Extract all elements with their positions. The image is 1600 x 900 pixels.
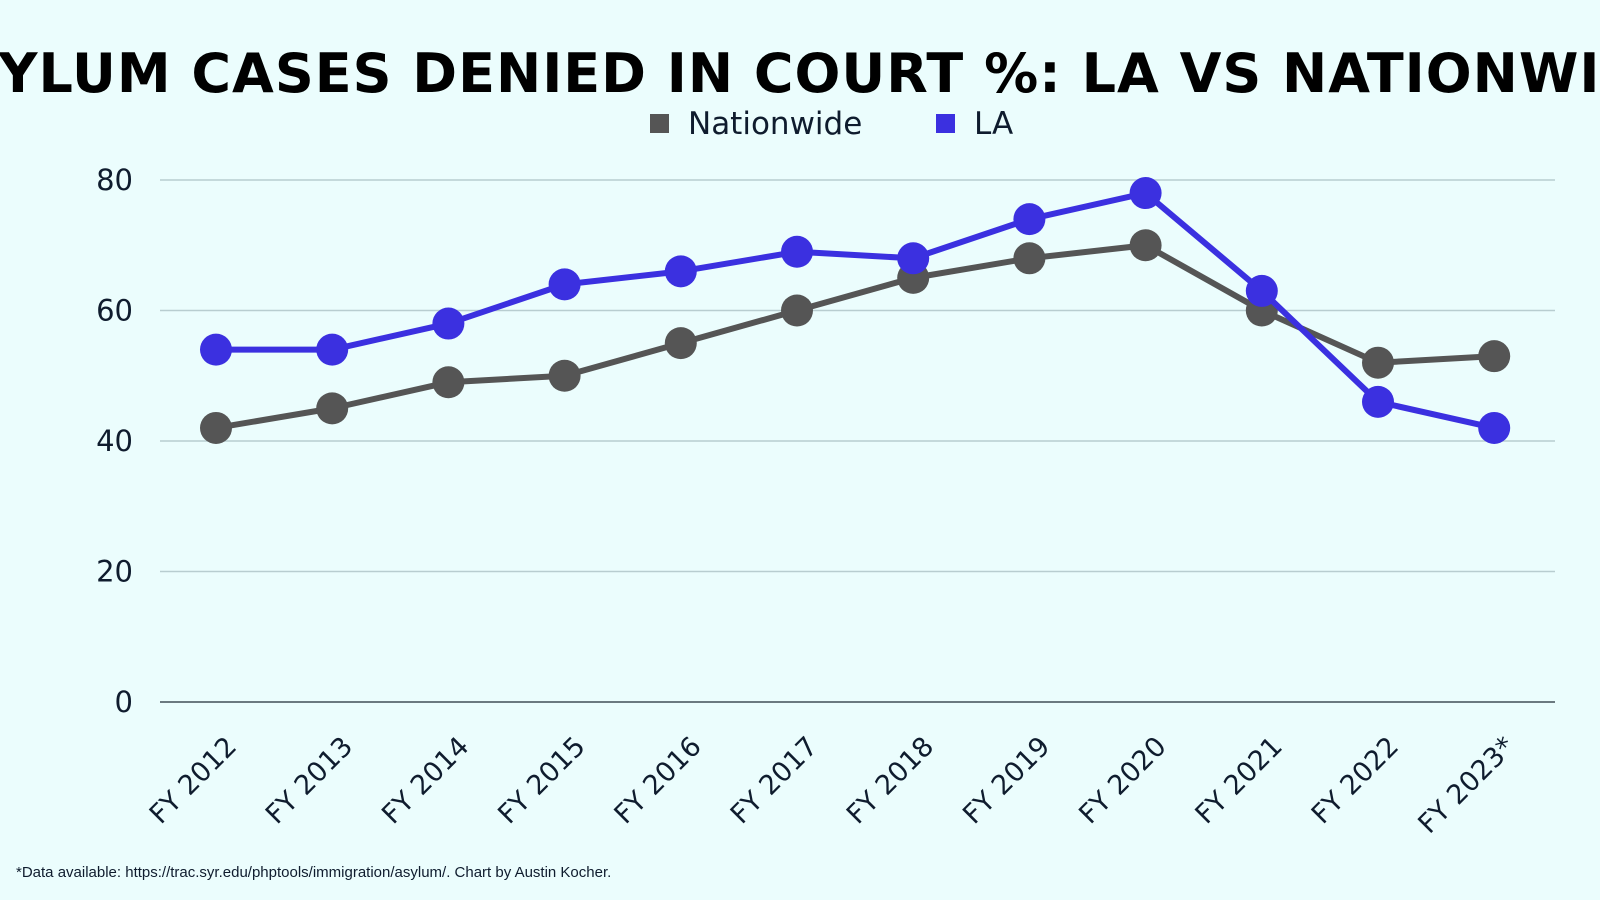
x-tick-label: FY 2014 bbox=[376, 731, 475, 830]
y-tick-label: 80 bbox=[96, 163, 133, 197]
x-tick-label: FY 2016 bbox=[609, 731, 708, 830]
data-point-nationwide bbox=[1129, 229, 1162, 262]
y-tick-label: 60 bbox=[96, 294, 133, 328]
data-point-nationwide bbox=[1013, 242, 1046, 275]
data-point-nationwide bbox=[781, 294, 813, 327]
data-point-nationwide bbox=[664, 327, 697, 360]
legend: Nationwide LA bbox=[650, 106, 1013, 142]
data-point-la bbox=[781, 235, 813, 268]
data-point-la bbox=[664, 255, 697, 288]
data-point-la bbox=[316, 333, 349, 366]
data-point-la bbox=[1478, 411, 1511, 444]
data-point-la bbox=[1013, 203, 1046, 236]
y-tick-label: 20 bbox=[96, 555, 133, 589]
chart-title: ASYLUM CASES DENIED IN COURT %: LA VS NA… bbox=[0, 42, 1600, 105]
footnote: *Data available: https://trac.syr.edu/ph… bbox=[16, 864, 612, 881]
y-tick-label: 0 bbox=[115, 685, 133, 719]
data-point-nationwide bbox=[548, 359, 581, 392]
data-point-nationwide bbox=[1362, 346, 1394, 379]
data-point-la bbox=[548, 268, 581, 301]
data-point-la bbox=[432, 307, 465, 340]
data-point-la bbox=[897, 242, 930, 275]
data-point-nationwide bbox=[432, 366, 465, 399]
legend-swatch-nationwide bbox=[650, 114, 669, 133]
y-axis-ticks: 0 20 40 60 80 bbox=[96, 163, 133, 719]
data-point-nationwide bbox=[1478, 340, 1511, 373]
legend-swatch-la bbox=[936, 114, 955, 133]
x-tick-label: FY 2012 bbox=[144, 731, 243, 830]
x-tick-label: FY 2022 bbox=[1306, 731, 1405, 830]
data-point-la bbox=[1245, 274, 1278, 307]
x-tick-label: FY 2017 bbox=[725, 731, 824, 830]
data-point-la bbox=[200, 333, 232, 366]
data-point-la bbox=[1362, 385, 1394, 418]
data-point-la bbox=[1129, 177, 1162, 210]
data-point-nationwide bbox=[316, 392, 349, 425]
data-point-nationwide bbox=[200, 411, 232, 444]
x-tick-label: FY 2023* bbox=[1412, 731, 1521, 840]
y-tick-label: 40 bbox=[96, 424, 133, 458]
x-tick-label: FY 2020 bbox=[1073, 731, 1172, 830]
series-line-la bbox=[216, 190, 1495, 431]
x-tick-label: FY 2015 bbox=[492, 731, 591, 830]
x-tick-label: FY 2021 bbox=[1190, 731, 1289, 830]
x-axis-ticks: FY 2012 FY 2013 FY 2014 FY 2015 FY 2016 FY 20… bbox=[144, 731, 1521, 840]
series-line-nationwide bbox=[215, 242, 1495, 431]
legend-label-nationwide: Nationwide bbox=[688, 106, 862, 142]
gridlines bbox=[160, 179, 1555, 703]
series-group bbox=[200, 177, 1511, 444]
legend-label-la: LA bbox=[974, 106, 1013, 142]
x-tick-label: FY 2013 bbox=[260, 731, 359, 830]
x-tick-label: FY 2019 bbox=[957, 731, 1056, 830]
x-tick-label: FY 2018 bbox=[841, 731, 940, 830]
